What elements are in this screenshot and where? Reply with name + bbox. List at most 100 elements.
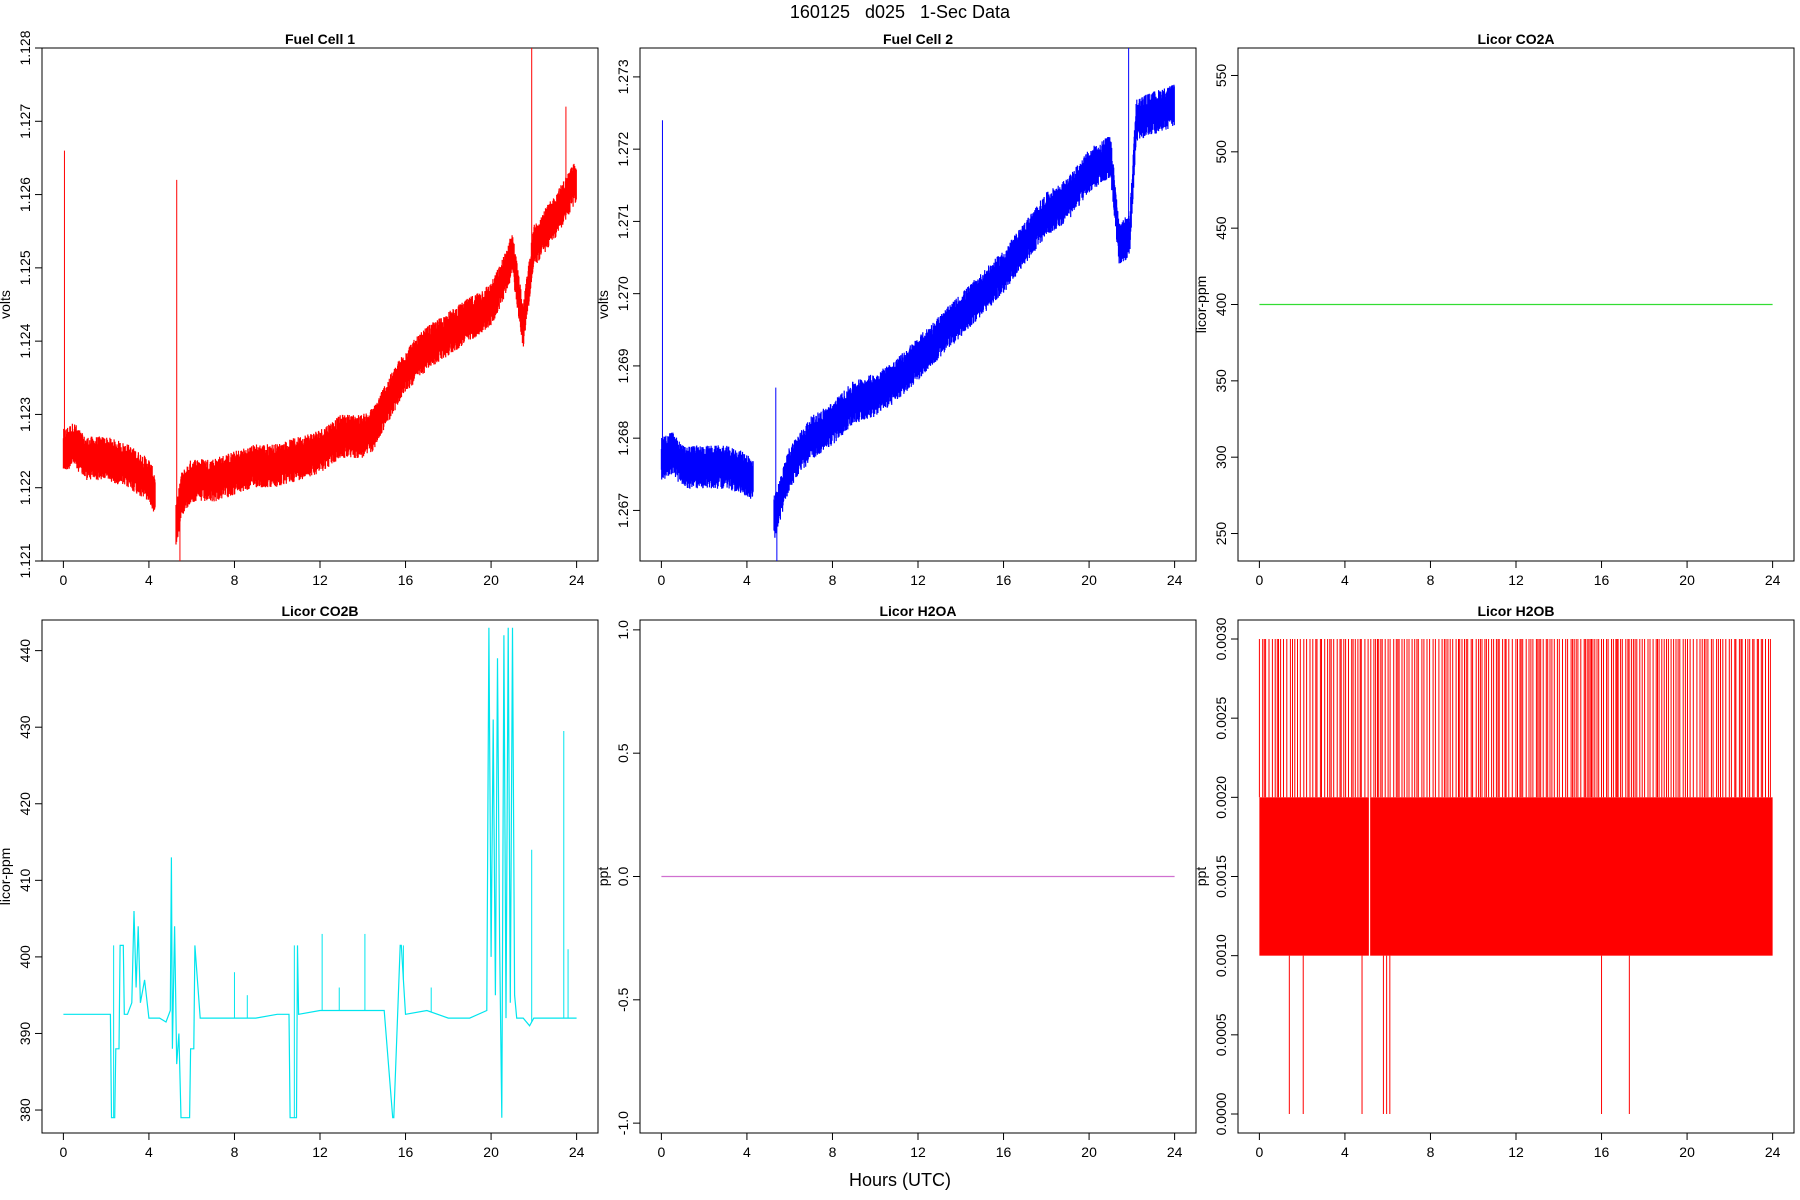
y-tick-label: 0.0000	[1213, 1092, 1229, 1135]
series-spikes-up	[1258, 639, 1771, 798]
y-tick-label: 1.268	[615, 420, 631, 455]
y-tick-label: 440	[17, 639, 33, 663]
y-tick-label: 1.121	[17, 543, 33, 578]
y-tick-label: 1.127	[17, 104, 33, 139]
y-tick-label: 400	[17, 945, 33, 969]
y-tick-label: 550	[1213, 64, 1229, 88]
x-tick-label: 16	[996, 1144, 1012, 1160]
x-tick-label: 24	[1765, 1144, 1781, 1160]
x-tick-label: 16	[398, 1144, 414, 1160]
y-tick-label: 380	[17, 1098, 33, 1122]
x-tick-label: 16	[996, 572, 1012, 588]
y-axis-label: volts	[595, 290, 611, 319]
y-tick-label: 1.125	[17, 250, 33, 285]
series-group	[62, 48, 577, 561]
x-tick-label: 24	[569, 1144, 585, 1160]
x-tick-label: 16	[398, 572, 414, 588]
x-tick-label: 8	[231, 572, 239, 588]
x-tick-label: 8	[1427, 572, 1435, 588]
y-tick-label: 350	[1213, 369, 1229, 393]
series-band	[1370, 797, 1773, 956]
x-tick-label: 4	[743, 1144, 751, 1160]
x-tick-label: 4	[145, 572, 153, 588]
x-tick-label: 16	[1594, 572, 1610, 588]
x-tick-label: 12	[312, 1144, 328, 1160]
x-tick-label: 12	[1508, 1144, 1524, 1160]
x-tick-label: 0	[59, 572, 67, 588]
y-axis-label: licor-ppm	[1193, 276, 1209, 334]
y-tick-label: -0.5	[615, 988, 631, 1012]
x-tick-label: 24	[1765, 572, 1781, 588]
y-axis-label: licor-ppm	[0, 848, 13, 906]
y-tick-label: 1.267	[615, 493, 631, 528]
series-noise-band	[62, 163, 577, 545]
plot-frame	[41, 619, 599, 1134]
plot-frame	[41, 47, 599, 562]
x-tick-label: 24	[569, 572, 585, 588]
y-tick-label: 1.272	[615, 131, 631, 166]
x-tick-label: 12	[312, 572, 328, 588]
x-tick-label: 4	[145, 1144, 153, 1160]
x-axis-caption: Hours (UTC)	[849, 1170, 951, 1190]
y-tick-label: 0.0030	[1213, 617, 1229, 660]
y-axis-label: ppt	[595, 867, 611, 887]
y-tick-label: 400	[1213, 293, 1229, 317]
y-tick-label: 1.122	[17, 470, 33, 505]
panel-title: Licor H2OA	[879, 603, 956, 619]
y-tick-label: 1.0	[615, 620, 631, 640]
x-tick-label: 16	[1594, 1144, 1610, 1160]
x-tick-label: 0	[59, 1144, 67, 1160]
y-axis-label: volts	[0, 290, 13, 319]
x-tick-label: 0	[657, 1144, 665, 1160]
panel-3: Licor CO2A 0 4 8 12 16 20 24 250 300 350 400 450 500 5…	[1193, 31, 1795, 588]
x-tick-label: 12	[910, 1144, 926, 1160]
panel-2: Fuel Cell 2 0 4 8 12 16 20 24 1.267 1.268 1.269 1.2…	[595, 31, 1197, 588]
panel-title: Fuel Cell 2	[883, 31, 953, 47]
y-tick-label: 1.269	[615, 348, 631, 383]
y-tick-label: 0.0010	[1213, 934, 1229, 977]
figure-title: 160125 d025 1-Sec Data	[789, 2, 1011, 22]
y-tick-label: 0.0025	[1213, 697, 1229, 740]
y-tick-label: 1.271	[615, 204, 631, 239]
series-noise-band	[660, 84, 1175, 538]
y-tick-label: 0.0020	[1213, 776, 1229, 819]
x-tick-label: 12	[910, 572, 926, 588]
series-group	[1258, 639, 1773, 1114]
panel-1: Fuel Cell 1 0 4 8 12 16 20 24 1.121 1.122 1.123 1.1…	[0, 30, 599, 588]
series-band	[1259, 797, 1369, 956]
panel-title: Licor H2OB	[1477, 603, 1554, 619]
x-tick-label: 0	[657, 572, 665, 588]
x-tick-label: 20	[1679, 1144, 1695, 1160]
series-group	[63, 627, 577, 1119]
x-tick-label: 20	[483, 1144, 499, 1160]
y-tick-label: -1.0	[615, 1111, 631, 1135]
x-tick-label: 8	[829, 1144, 837, 1160]
y-tick-label: 430	[17, 715, 33, 739]
x-tick-label: 8	[829, 572, 837, 588]
y-tick-label: 410	[17, 868, 33, 892]
y-tick-label: 1.124	[17, 323, 33, 358]
x-tick-label: 24	[1167, 1144, 1183, 1160]
y-tick-label: 0.0015	[1213, 855, 1229, 898]
panel-4: Licor CO2B 0 4 8 12 16 20 24 380 390 400 410 420 430 4…	[0, 603, 599, 1160]
y-axis-label: ppt	[1193, 867, 1209, 887]
series-line	[63, 627, 577, 1119]
y-tick-label: 1.128	[17, 30, 33, 65]
x-tick-label: 0	[1255, 572, 1263, 588]
x-tick-label: 8	[1427, 1144, 1435, 1160]
y-tick-label: 500	[1213, 140, 1229, 164]
x-tick-label: 4	[743, 572, 751, 588]
panel-title: Licor CO2B	[281, 603, 358, 619]
x-tick-label: 20	[1081, 572, 1097, 588]
series-group	[660, 48, 1175, 561]
x-tick-label: 8	[231, 1144, 239, 1160]
x-tick-label: 20	[1679, 572, 1695, 588]
y-tick-label: 1.273	[615, 59, 631, 94]
y-tick-label: 250	[1213, 522, 1229, 546]
y-tick-label: 1.270	[615, 276, 631, 311]
y-tick-label: 300	[1213, 445, 1229, 469]
y-tick-label: 450	[1213, 216, 1229, 240]
x-tick-label: 24	[1167, 572, 1183, 588]
y-tick-label: 420	[17, 792, 33, 816]
